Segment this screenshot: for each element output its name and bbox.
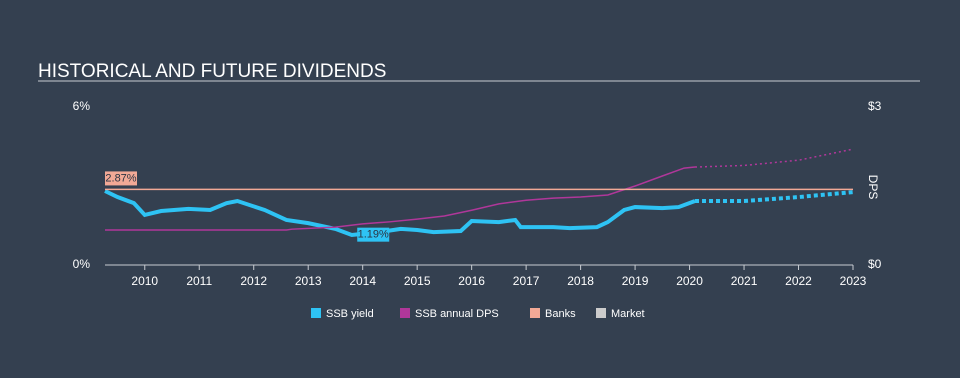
series-line	[694, 148, 854, 168]
legend-label: SSB annual DPS	[415, 308, 499, 320]
x-tick-label: 2019	[622, 274, 649, 288]
x-tick-label: 2022	[785, 274, 812, 288]
annotation-label: 2.87%	[105, 172, 136, 184]
x-tick-label: 2023	[840, 274, 867, 288]
legend-label: Banks	[545, 308, 576, 320]
x-tick-label: 2016	[458, 274, 485, 288]
legend-swatch	[530, 308, 540, 318]
legend-swatch	[400, 308, 410, 318]
annotation-box	[105, 171, 137, 186]
annotation-box	[357, 227, 390, 242]
legend-label: Market	[611, 308, 645, 320]
legend-label: SSB yield	[326, 308, 374, 320]
y-tick-label: 0%	[73, 257, 91, 271]
x-tick-label: 2010	[131, 274, 158, 288]
series-line	[105, 166, 696, 231]
y2-axis-label: DPS	[866, 175, 880, 200]
series-line	[104, 189, 696, 238]
legend-swatch	[311, 308, 321, 318]
y-tick-label: 6%	[73, 99, 91, 113]
chart-title: HISTORICAL AND FUTURE DIVIDENDS	[38, 61, 386, 82]
series-line	[695, 190, 854, 204]
annotation-label: 1.19%	[358, 229, 389, 241]
y2-tick-label: $3	[868, 99, 882, 113]
x-tick-label: 2011	[186, 274, 212, 288]
x-tick-label: 2020	[676, 274, 703, 288]
x-tick-label: 2018	[567, 274, 594, 288]
x-tick-label: 2015	[404, 274, 431, 288]
x-tick-label: 2014	[349, 274, 376, 288]
x-tick-label: 2017	[513, 274, 540, 288]
x-tick-label: 2021	[731, 274, 758, 288]
x-tick-label: 2013	[295, 274, 322, 288]
y2-tick-label: $0	[868, 257, 882, 271]
x-tick-label: 2012	[240, 274, 267, 288]
legend-swatch	[596, 308, 606, 318]
